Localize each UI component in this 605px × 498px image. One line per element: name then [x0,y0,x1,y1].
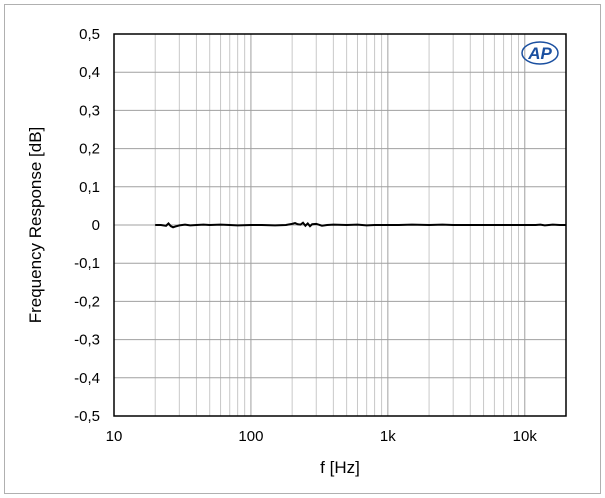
y-tick-label: -0,5 [74,408,100,425]
y-tick-label: -0,3 [74,332,100,349]
x-tick-label: 100 [238,428,263,445]
chart-frame [4,4,601,494]
x-tick-label: 1k [380,428,396,445]
y-tick-label: -0,2 [74,293,100,310]
x-axis-label: f [Hz] [320,458,360,477]
x-tick-label: 10k [513,428,538,445]
y-tick-label: 0,2 [79,141,100,158]
x-tick-label: 10 [106,428,123,445]
y-tick-label: 0 [92,217,100,234]
y-tick-label: 0,4 [79,64,100,81]
y-tick-label: -0,1 [74,255,100,272]
x-tick-labels: 10 100 1k 10k [106,428,538,445]
y-tick-label: -0,4 [74,370,100,387]
frequency-response-line [155,221,566,229]
y-tick-label: 0,3 [79,102,100,119]
ap-logo-icon: AP [521,41,559,65]
y-tick-label: 0,1 [79,179,100,196]
svg-text:AP: AP [527,44,552,63]
y-tick-label: 0,5 [79,26,100,43]
y-tick-labels: 0,5 0,4 0,3 0,2 0,1 0 -0,1 -0,2 -0,3 -0,4 -0,5 [74,26,100,425]
y-axis-label: Frequency Response [dB] [26,127,45,324]
